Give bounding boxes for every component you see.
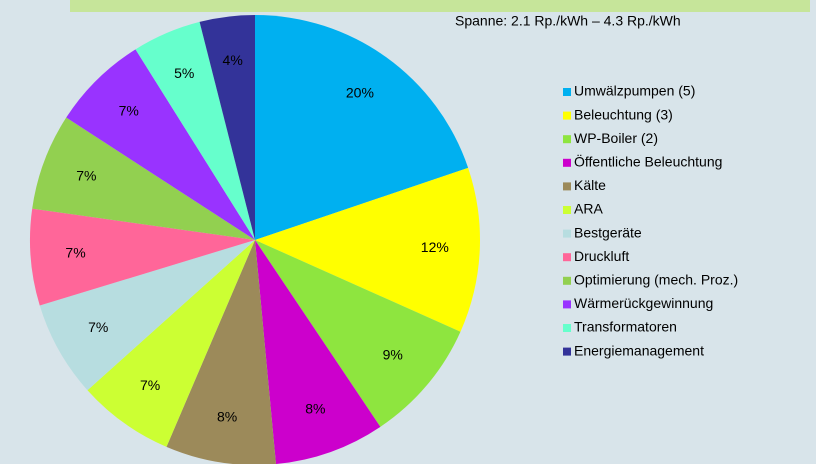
legend-swatch (563, 300, 571, 309)
pie-slice (255, 240, 381, 464)
value-label: 7% (76, 168, 96, 184)
pie-slice (255, 167, 481, 332)
pie-slice (166, 240, 276, 464)
legend-label: Energiemanagement (574, 342, 704, 358)
pie-slice (255, 240, 461, 427)
legend-label: Kälte (574, 177, 606, 193)
legend-label: Optimierung (mech. Proz.) (574, 272, 738, 288)
legend-swatch (563, 111, 571, 120)
pie-slice (255, 15, 469, 240)
legend-swatch (563, 229, 571, 238)
pie-slice (66, 49, 255, 241)
value-label: 7% (65, 245, 85, 261)
legend-label: Druckluft (574, 248, 629, 264)
legend-label: Öffentliche Beleuchtung (574, 153, 722, 170)
legend-label: WP-Boiler (2) (574, 130, 658, 146)
legend-swatch (563, 182, 571, 191)
pie-slice (135, 21, 255, 241)
legend-label: Transformatoren (574, 319, 677, 335)
value-label: 8% (305, 400, 325, 416)
legend-label: Bestgeräte (574, 224, 642, 240)
legend-swatch (563, 276, 571, 285)
annotation: Spanne: 2.1 Rp./kWh – 4.3 Rp./kWh (455, 13, 681, 29)
legend-swatch (563, 206, 571, 214)
value-label: 8% (217, 409, 237, 425)
legend-label: Beleuchtung (3) (574, 106, 673, 122)
legend-label: Umwälzpumpen (5) (574, 83, 695, 99)
legend-swatch (563, 135, 571, 144)
legend-swatch (563, 324, 571, 332)
pie-slice (87, 240, 255, 447)
pie-slice (39, 240, 255, 391)
value-label: 4% (223, 52, 243, 68)
header-bar (70, 0, 810, 12)
pie-slice (29, 208, 255, 306)
legend-label: ARA (574, 201, 603, 217)
legend-label: Wärmerückgewinnung (574, 295, 713, 311)
value-label: 5% (174, 65, 194, 81)
value-label: 9% (383, 347, 403, 363)
value-label: 7% (119, 102, 139, 118)
pie-slice (199, 15, 255, 240)
value-label: 7% (88, 319, 108, 335)
value-label: 20% (346, 84, 374, 100)
legend-swatch (563, 158, 571, 167)
legend-swatch (563, 347, 571, 356)
value-label: 7% (140, 377, 160, 393)
value-label: 12% (421, 239, 449, 255)
legend-swatch (563, 88, 571, 96)
pie-slice (32, 117, 256, 240)
legend-swatch (563, 253, 571, 262)
